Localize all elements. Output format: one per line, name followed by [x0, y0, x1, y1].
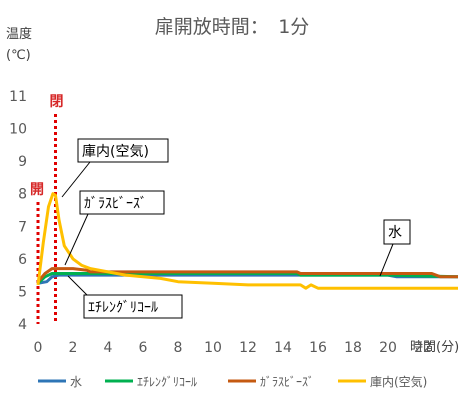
callout-box-0 — [77, 138, 169, 163]
door-markers: 開閉 — [30, 94, 64, 324]
series-line-2 — [36, 267, 458, 283]
callout-text-1: ｶﾞﾗｽﾋﾞｰｽﾞ — [84, 196, 147, 212]
callout-pointer-0 — [61, 161, 91, 198]
x-tick-label: 0 — [34, 340, 43, 356]
x-tick-label: 4 — [104, 340, 113, 356]
callout-text-3: ｴﾁﾚﾝｸﾞﾘｺｰﾙ — [88, 300, 158, 316]
legend-label-1: ｴﾁﾚﾝｸﾞﾘｺｰﾙ — [137, 375, 197, 389]
chart-title: 扉開放時間： 1分 — [155, 16, 310, 38]
x-tick-label: 18 — [344, 340, 362, 356]
callout-pointer-2 — [379, 243, 394, 277]
callout-box-3 — [83, 294, 183, 319]
x-tick-label: 20 — [379, 340, 397, 356]
legend-label-2: ｶﾞﾗｽﾋﾞｰｽﾞ — [260, 375, 314, 389]
y-axis-label-line2: (℃) — [6, 48, 31, 63]
x-tick-label: 22 — [414, 340, 432, 356]
callouts: 庫内(空気) ｶﾞﾗｽﾋﾞｰｽﾞ 水 ｴﾁﾚﾝｸﾞﾘｺｰﾙ — [61, 138, 411, 319]
y-tick-label: 9 — [18, 154, 27, 170]
callout-text-0: 庫内(空気) — [82, 143, 149, 160]
series-line-3 — [36, 192, 458, 290]
legend: 水 ｴﾁﾚﾝｸﾞﾘｺｰﾙ ｶﾞﾗｽﾋﾞｰｽﾞ 庫内(空気) — [38, 374, 427, 389]
x-tick-label: 16 — [309, 340, 327, 356]
y-axis-label-line1: 温度 — [6, 26, 32, 42]
series-lines — [36, 192, 459, 290]
series-line-1 — [36, 272, 459, 285]
x-tick-label: 2 — [69, 340, 78, 356]
callout-box-2 — [383, 219, 411, 245]
legend-label-3: 庫内(空気) — [370, 374, 427, 389]
y-tick-label: 7 — [18, 219, 27, 235]
y-tick-label: 4 — [18, 317, 27, 333]
x-axis-label: 時間(分) — [410, 340, 459, 355]
y-tick-label: 8 — [18, 187, 27, 203]
callout-pointer-3 — [67, 275, 89, 297]
y-tick-label: 6 — [18, 252, 27, 268]
y-tick-label: 5 — [18, 284, 27, 300]
legend-label-0: 水 — [70, 375, 82, 389]
x-tick-label: 8 — [174, 340, 183, 356]
callout-pointer-1 — [64, 213, 89, 266]
x-tick-label: 10 — [204, 340, 222, 356]
x-tick-label: 12 — [239, 340, 257, 356]
x-tick-label: 14 — [274, 340, 292, 356]
callout-box-1 — [79, 190, 165, 215]
y-tick-labels: 4 5 6 7 8 9 10 11 — [9, 89, 27, 333]
x-tick-label: 6 — [139, 340, 148, 356]
x-tick-labels: 0 2 4 6 8 10 12 14 16 18 20 22 — [34, 340, 432, 356]
marker-label-0: 開 — [30, 182, 44, 198]
marker-label-1: 閉 — [50, 94, 64, 110]
y-tick-label: 11 — [9, 89, 27, 105]
y-tick-label: 10 — [9, 122, 27, 138]
callout-text-2: 水 — [388, 225, 402, 241]
